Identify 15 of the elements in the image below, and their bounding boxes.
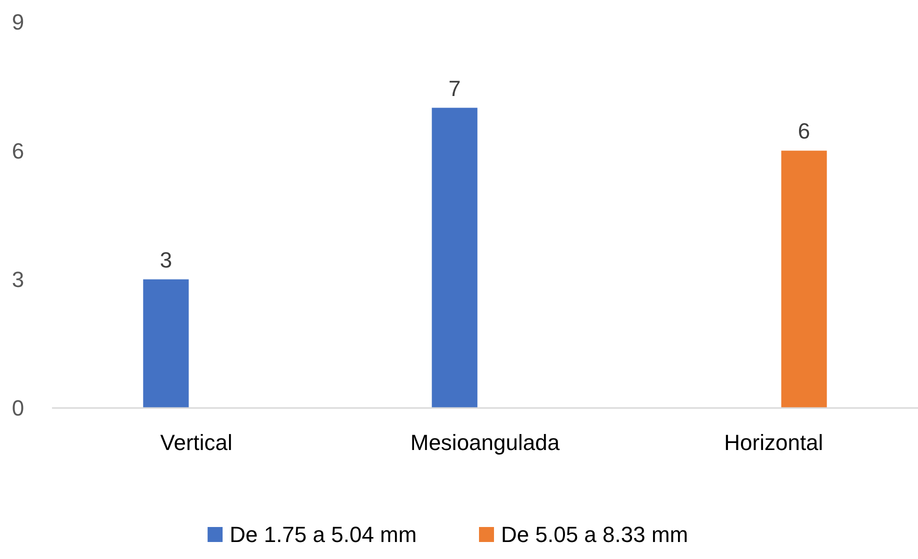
bar bbox=[143, 279, 189, 408]
data-label: 6 bbox=[798, 118, 810, 144]
y-tick-label: 3 bbox=[12, 267, 24, 292]
x-tick-label: Mesioangulada bbox=[410, 430, 560, 455]
x-tick-label: Horizontal bbox=[724, 430, 824, 455]
bar bbox=[781, 150, 827, 408]
y-tick-label: 9 bbox=[12, 10, 24, 35]
bar bbox=[432, 108, 478, 408]
legend-label: De 1.75 a 5.04 mm bbox=[230, 522, 417, 547]
data-label: 3 bbox=[160, 247, 172, 272]
y-tick-label: 6 bbox=[12, 138, 24, 164]
y-tick-label: 0 bbox=[12, 396, 24, 421]
legend-label: De 5.05 a 8.33 mm bbox=[501, 522, 688, 547]
x-tick-label: Vertical bbox=[160, 430, 232, 455]
data-label: 7 bbox=[448, 76, 461, 101]
